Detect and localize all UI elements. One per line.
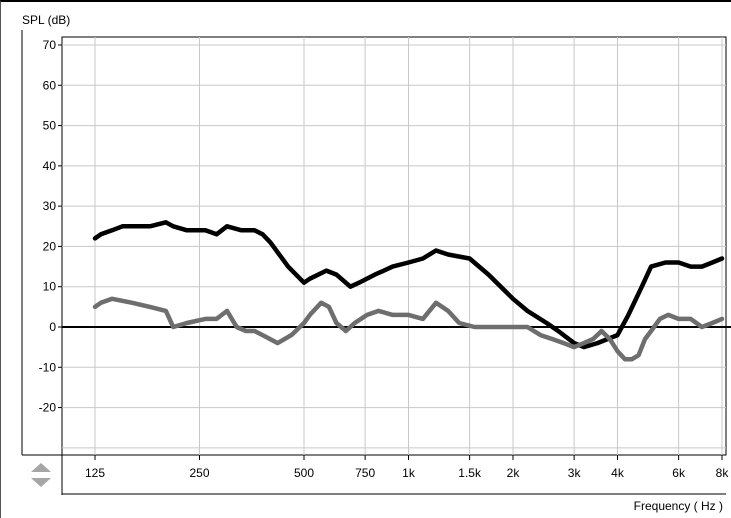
x-tick-label: 8k (716, 466, 730, 480)
y-tick-label: 50 (43, 119, 57, 133)
y-tick-label: -20 (39, 401, 57, 415)
x-tick-label: 750 (355, 466, 375, 480)
x-tick-label: 4k (611, 466, 625, 480)
y-axis-label: SPL (dB) (22, 13, 71, 27)
y-tick-label: 60 (43, 78, 57, 92)
x-tick-label: 6k (672, 466, 686, 480)
series-line-1 (92, 220, 725, 350)
x-tick-label: 500 (294, 466, 314, 480)
x-tick-label: 125 (85, 466, 105, 480)
x-axis-label: Frequency ( Hz ) (633, 499, 723, 513)
y-tick-label: 10 (43, 280, 57, 294)
x-tick-label: 1.5k (458, 466, 482, 480)
x-tick-label: 3k (568, 466, 582, 480)
y-tick-label: 40 (43, 159, 57, 173)
y-tick-label: -10 (39, 360, 57, 374)
y-tick-label: 0 (49, 320, 56, 334)
scroll-up-icon[interactable] (31, 463, 51, 472)
scroll-down-icon[interactable] (31, 478, 51, 487)
x-tick-label: 250 (189, 466, 209, 480)
y-tick-label: 30 (43, 199, 57, 213)
series-line-2 (92, 296, 725, 362)
y-tick-label: 70 (43, 38, 57, 52)
x-tick-label: 2k (507, 466, 521, 480)
scroll-control[interactable] (28, 459, 54, 493)
y-tick-label: 20 (43, 239, 57, 253)
x-tick-label: 1k (402, 466, 416, 480)
